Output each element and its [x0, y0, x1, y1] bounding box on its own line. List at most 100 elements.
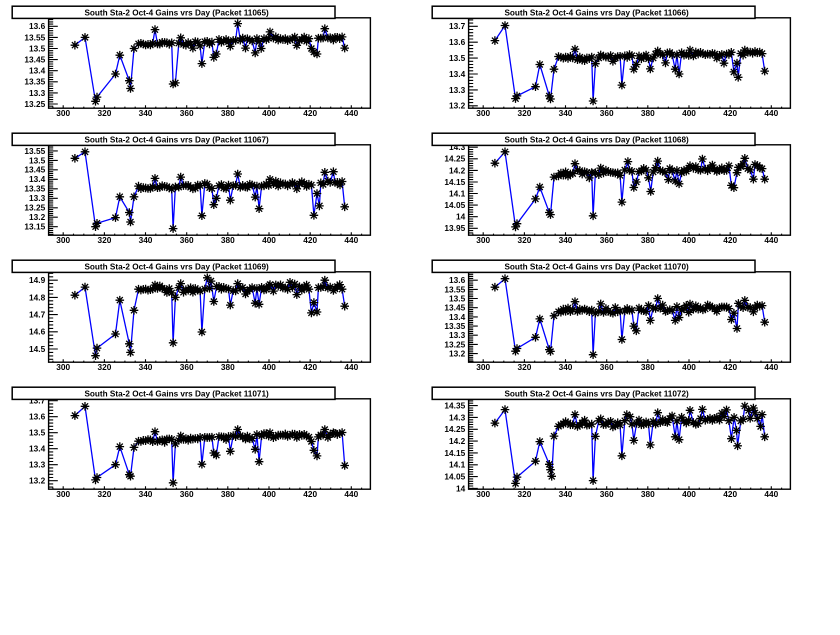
svg-text:400: 400 — [682, 235, 696, 245]
svg-text:440: 440 — [344, 108, 358, 118]
svg-text:400: 400 — [262, 362, 276, 372]
svg-text:340: 340 — [559, 362, 573, 372]
svg-text:300: 300 — [476, 362, 490, 372]
svg-text:14.25: 14.25 — [444, 154, 465, 164]
svg-text:13.6: 13.6 — [449, 275, 466, 285]
svg-text:14.3: 14.3 — [449, 412, 466, 422]
svg-text:400: 400 — [682, 489, 696, 499]
svg-text:360: 360 — [180, 489, 194, 499]
svg-text:380: 380 — [221, 108, 235, 118]
svg-text:14: 14 — [456, 483, 466, 493]
svg-text:400: 400 — [682, 362, 696, 372]
svg-text:440: 440 — [344, 362, 358, 372]
svg-text:420: 420 — [303, 489, 317, 499]
svg-text:South Sta-2 Oct-4 Gains vrs Da: South Sta-2 Oct-4 Gains vrs Day (Packet … — [84, 136, 269, 145]
svg-text:13.5: 13.5 — [449, 53, 466, 63]
svg-text:320: 320 — [517, 235, 531, 245]
svg-text:420: 420 — [723, 235, 737, 245]
svg-text:320: 320 — [97, 108, 111, 118]
svg-text:13.25: 13.25 — [24, 203, 45, 213]
svg-text:400: 400 — [262, 108, 276, 118]
svg-text:360: 360 — [180, 108, 194, 118]
svg-text:320: 320 — [97, 235, 111, 245]
svg-text:South Sta-2 Oct-4 Gains vrs Da: South Sta-2 Oct-4 Gains vrs Day (Packet … — [504, 263, 689, 272]
svg-text:13.4: 13.4 — [29, 66, 46, 76]
svg-text:13.4: 13.4 — [449, 312, 466, 322]
svg-text:300: 300 — [56, 362, 70, 372]
svg-text:14.15: 14.15 — [444, 448, 465, 458]
svg-text:320: 320 — [517, 489, 531, 499]
svg-text:13.5: 13.5 — [449, 293, 466, 303]
svg-text:13.5: 13.5 — [29, 428, 46, 438]
svg-text:340: 340 — [559, 489, 573, 499]
svg-text:440: 440 — [344, 489, 358, 499]
svg-text:380: 380 — [641, 235, 655, 245]
svg-text:13.2: 13.2 — [449, 101, 466, 111]
svg-text:14.6: 14.6 — [29, 327, 46, 337]
svg-text:13.25: 13.25 — [444, 339, 465, 349]
svg-text:13.45: 13.45 — [444, 303, 465, 313]
svg-text:320: 320 — [97, 362, 111, 372]
svg-text:13.7: 13.7 — [29, 396, 46, 406]
svg-text:13.7: 13.7 — [449, 21, 466, 31]
svg-text:360: 360 — [180, 235, 194, 245]
svg-text:420: 420 — [303, 362, 317, 372]
svg-text:14.05: 14.05 — [444, 472, 465, 482]
svg-text:14.9: 14.9 — [29, 275, 46, 285]
svg-text:400: 400 — [262, 235, 276, 245]
svg-text:380: 380 — [221, 489, 235, 499]
svg-text:13.3: 13.3 — [29, 460, 46, 470]
svg-text:South Sta-2 Oct-4 Gains vrs Da: South Sta-2 Oct-4 Gains vrs Day (Packet … — [504, 136, 689, 145]
svg-text:420: 420 — [723, 489, 737, 499]
svg-text:14.15: 14.15 — [444, 177, 465, 187]
svg-text:13.6: 13.6 — [449, 37, 466, 47]
svg-text:300: 300 — [56, 108, 70, 118]
svg-text:14.35: 14.35 — [444, 401, 465, 411]
svg-text:13.6: 13.6 — [29, 21, 46, 31]
svg-text:14.25: 14.25 — [444, 424, 465, 434]
svg-text:South Sta-2 Oct-4 Gains vrs Da: South Sta-2 Oct-4 Gains vrs Day (Packet … — [504, 390, 689, 399]
svg-text:13.15: 13.15 — [24, 222, 45, 232]
svg-text:320: 320 — [517, 362, 531, 372]
svg-text:300: 300 — [476, 108, 490, 118]
svg-text:13.2: 13.2 — [449, 349, 466, 359]
svg-text:380: 380 — [641, 489, 655, 499]
svg-text:13.2: 13.2 — [29, 212, 46, 222]
svg-text:380: 380 — [641, 362, 655, 372]
svg-text:14.8: 14.8 — [29, 292, 46, 302]
svg-text:340: 340 — [559, 108, 573, 118]
svg-text:13.55: 13.55 — [24, 146, 45, 156]
svg-text:300: 300 — [56, 235, 70, 245]
svg-text:440: 440 — [764, 489, 778, 499]
svg-text:420: 420 — [723, 362, 737, 372]
svg-text:380: 380 — [221, 235, 235, 245]
svg-text:14.2: 14.2 — [449, 165, 466, 175]
svg-text:13.3: 13.3 — [29, 193, 46, 203]
svg-text:13.45: 13.45 — [24, 55, 45, 65]
svg-text:13.3: 13.3 — [449, 330, 466, 340]
svg-text:14.5: 14.5 — [29, 344, 46, 354]
svg-text:13.45: 13.45 — [24, 165, 45, 175]
svg-text:420: 420 — [723, 108, 737, 118]
svg-text:440: 440 — [764, 108, 778, 118]
svg-text:420: 420 — [303, 108, 317, 118]
svg-text:320: 320 — [517, 108, 531, 118]
svg-text:14.7: 14.7 — [29, 310, 46, 320]
svg-text:380: 380 — [641, 108, 655, 118]
svg-text:13.55: 13.55 — [444, 284, 465, 294]
svg-text:13.3: 13.3 — [29, 88, 46, 98]
svg-text:300: 300 — [476, 235, 490, 245]
svg-text:13.6: 13.6 — [29, 412, 46, 422]
svg-text:420: 420 — [303, 235, 317, 245]
svg-text:13.35: 13.35 — [444, 321, 465, 331]
svg-text:14: 14 — [456, 212, 466, 222]
svg-text:14.1: 14.1 — [449, 188, 466, 198]
svg-text:13.3: 13.3 — [449, 85, 466, 95]
svg-text:13.25: 13.25 — [24, 99, 45, 109]
svg-text:360: 360 — [180, 362, 194, 372]
svg-text:13.4: 13.4 — [29, 444, 46, 454]
svg-text:440: 440 — [764, 362, 778, 372]
svg-text:13.2: 13.2 — [29, 476, 46, 486]
svg-text:South Sta-2 Oct-4 Gains vrs Da: South Sta-2 Oct-4 Gains vrs Day (Packet … — [84, 390, 269, 399]
svg-text:320: 320 — [97, 489, 111, 499]
